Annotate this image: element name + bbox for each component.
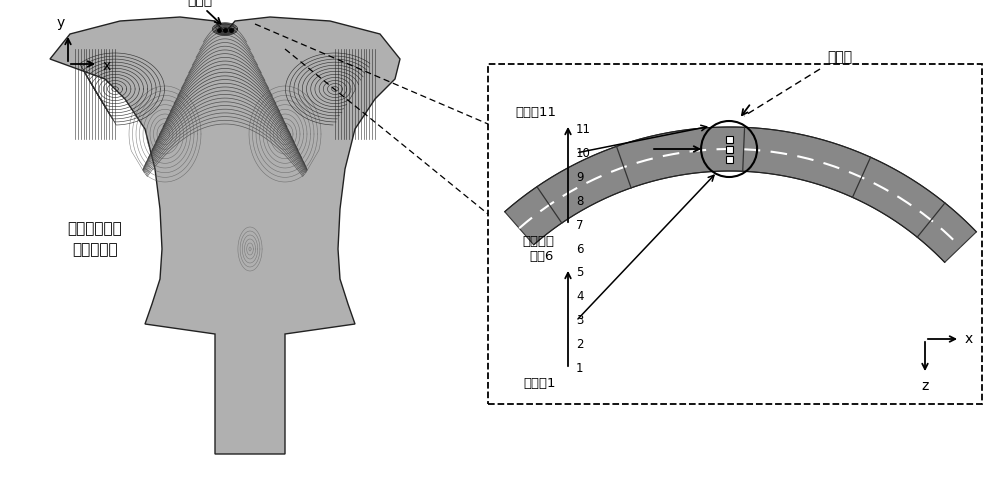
Text: 8: 8	[576, 194, 583, 207]
Polygon shape	[50, 17, 400, 454]
Text: 中间层积
分点6: 中间层积 分点6	[522, 235, 554, 263]
Bar	[726, 156, 733, 162]
Text: 4: 4	[576, 290, 584, 304]
Text: z: z	[921, 379, 929, 393]
Text: 试件面内最小
主应变云图: 试件面内最小 主应变云图	[68, 221, 122, 257]
Bar	[488, 64, 982, 404]
Text: 3: 3	[576, 315, 583, 328]
Text: 7: 7	[576, 218, 584, 231]
Text: 屈曲点: 屈曲点	[827, 50, 853, 64]
Text: 1: 1	[576, 363, 584, 376]
Text: 积分点11: 积分点11	[515, 106, 556, 119]
Polygon shape	[505, 127, 976, 262]
Text: y: y	[57, 16, 65, 30]
Text: 10: 10	[576, 147, 591, 160]
Text: 5: 5	[576, 266, 583, 280]
Text: 11: 11	[576, 123, 591, 136]
Text: 9: 9	[576, 171, 584, 183]
Text: 屈曲点: 屈曲点	[187, 0, 213, 7]
Text: x: x	[103, 59, 111, 73]
Bar	[726, 146, 733, 152]
Text: 积分点1: 积分点1	[524, 377, 556, 390]
Text: 2: 2	[576, 339, 584, 352]
Bar	[726, 136, 733, 142]
Text: 6: 6	[576, 242, 584, 255]
Text: x: x	[965, 332, 973, 346]
